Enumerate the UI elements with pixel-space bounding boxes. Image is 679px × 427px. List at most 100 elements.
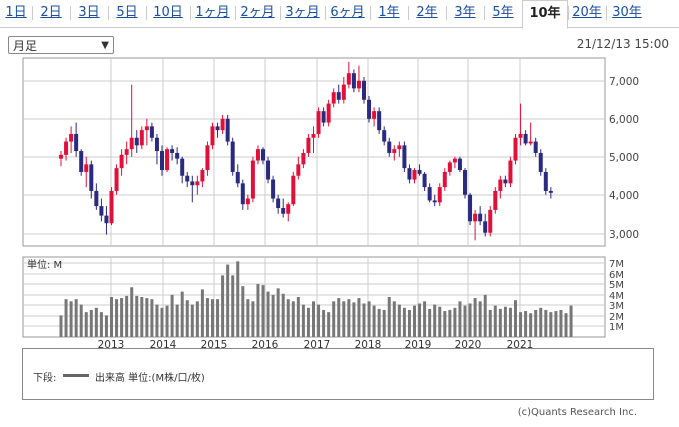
- candle-up: [508, 160, 513, 184]
- candle-up: [306, 137, 311, 153]
- volume-bar: [79, 304, 83, 337]
- tab-2[interactable]: 3日: [70, 0, 108, 26]
- volume-bar: [89, 309, 93, 337]
- tab-9[interactable]: 1年: [370, 0, 408, 26]
- candle-down: [281, 208, 286, 214]
- price-tick-label: 4,000: [609, 190, 639, 202]
- year-axis-label: 2014: [150, 339, 177, 348]
- volume-bar: [120, 298, 124, 337]
- period-select[interactable]: 月足 ▼: [8, 36, 114, 54]
- candle-up: [452, 158, 457, 163]
- volume-bar: [529, 313, 533, 337]
- volume-bar: [413, 305, 416, 337]
- volume-bar: [241, 286, 245, 337]
- tab-15[interactable]: 30年: [606, 0, 648, 26]
- volume-tick-label: 5M: [609, 280, 624, 291]
- volume-bar: [372, 305, 376, 337]
- period-select-value: 月足: [13, 39, 38, 53]
- tab-11[interactable]: 3年: [446, 0, 484, 26]
- candle-down: [503, 179, 508, 184]
- volume-bar: [291, 301, 295, 337]
- volume-bar: [367, 301, 371, 337]
- volume-bar: [195, 301, 199, 337]
- candle-up: [124, 149, 129, 155]
- candle-down: [215, 126, 220, 131]
- price-panel-frame: [22, 57, 606, 247]
- chart-legend: 下段: 出来高 単位:(M株/口/枚): [22, 348, 654, 400]
- volume-bar: [519, 312, 523, 337]
- volume-bar: [99, 312, 103, 337]
- volume-bar: [125, 295, 129, 337]
- year-axis-label: 2019: [405, 339, 432, 348]
- volume-bar: [347, 299, 351, 337]
- tab-10[interactable]: 2年: [408, 0, 446, 26]
- chart-datetime: 21/12/13 15:00: [576, 37, 669, 51]
- tab-7[interactable]: 3ヶ月: [280, 0, 325, 26]
- candle-up: [311, 133, 316, 138]
- tab-4[interactable]: 10日: [146, 0, 190, 26]
- volume-unit-label: 単位: M: [27, 258, 62, 271]
- candle-up: [473, 213, 478, 222]
- candle-up: [205, 145, 210, 171]
- volume-bar: [423, 301, 427, 337]
- volume-bar: [135, 295, 139, 337]
- volume-bar: [473, 298, 477, 337]
- volume-bar: [503, 306, 507, 337]
- candle-down: [104, 215, 109, 224]
- candle-up: [210, 126, 215, 146]
- volume-bar: [246, 299, 250, 337]
- volume-bar: [433, 304, 437, 337]
- tab-3[interactable]: 5日: [108, 0, 146, 26]
- volume-bar: [236, 261, 240, 337]
- candle-down: [478, 213, 483, 222]
- volume-bar: [392, 301, 396, 337]
- candle-down: [377, 111, 382, 131]
- volume-bar: [549, 312, 553, 337]
- volume-bar: [59, 315, 63, 337]
- price-tick-label: 3,000: [609, 229, 639, 241]
- volume-bar: [301, 304, 305, 337]
- tab-12[interactable]: 5年: [484, 0, 522, 26]
- candle-down: [427, 187, 432, 201]
- volume-bar: [327, 312, 331, 337]
- candle-down: [336, 92, 341, 100]
- volume-bar: [165, 305, 169, 337]
- volume-bar: [332, 301, 336, 337]
- tab-14[interactable]: 20年: [568, 0, 606, 26]
- candle-up: [498, 179, 503, 191]
- volume-bar: [357, 298, 361, 337]
- candle-up: [447, 162, 452, 172]
- volume-bar: [205, 298, 209, 337]
- volume-bar: [428, 308, 432, 337]
- candle-up: [528, 141, 533, 144]
- candle-down: [362, 80, 366, 100]
- candle-up: [296, 164, 301, 176]
- year-axis-label: 2017: [304, 339, 331, 348]
- tab-1[interactable]: 2日: [32, 0, 70, 26]
- volume-bar: [337, 298, 341, 337]
- volume-tick-label: 4M: [609, 291, 624, 302]
- tab-13[interactable]: 10年: [522, 0, 568, 29]
- candle-up: [109, 190, 114, 224]
- candle-up: [301, 152, 306, 165]
- candle-down: [154, 137, 159, 152]
- tab-0[interactable]: 1日: [5, 5, 27, 20]
- tab-5[interactable]: 1ヶ月: [190, 0, 235, 26]
- volume-bar: [64, 299, 68, 337]
- volume-bar: [94, 307, 98, 337]
- candle-down: [266, 160, 271, 180]
- candle-up: [392, 149, 397, 153]
- volume-bar: [115, 299, 119, 337]
- candle-up: [372, 111, 377, 119]
- tab-6[interactable]: 2ヶ月: [235, 0, 280, 26]
- candle-up: [165, 149, 170, 171]
- candle-down: [422, 173, 427, 188]
- volume-bar: [468, 303, 472, 337]
- volume-bar: [443, 311, 447, 337]
- volume-bar: [226, 264, 230, 337]
- volume-tick-label: 7M: [609, 259, 624, 270]
- candle-up: [250, 160, 255, 199]
- candle-down: [74, 133, 79, 152]
- tab-8[interactable]: 6ヶ月: [325, 0, 370, 26]
- candle-down: [225, 118, 230, 142]
